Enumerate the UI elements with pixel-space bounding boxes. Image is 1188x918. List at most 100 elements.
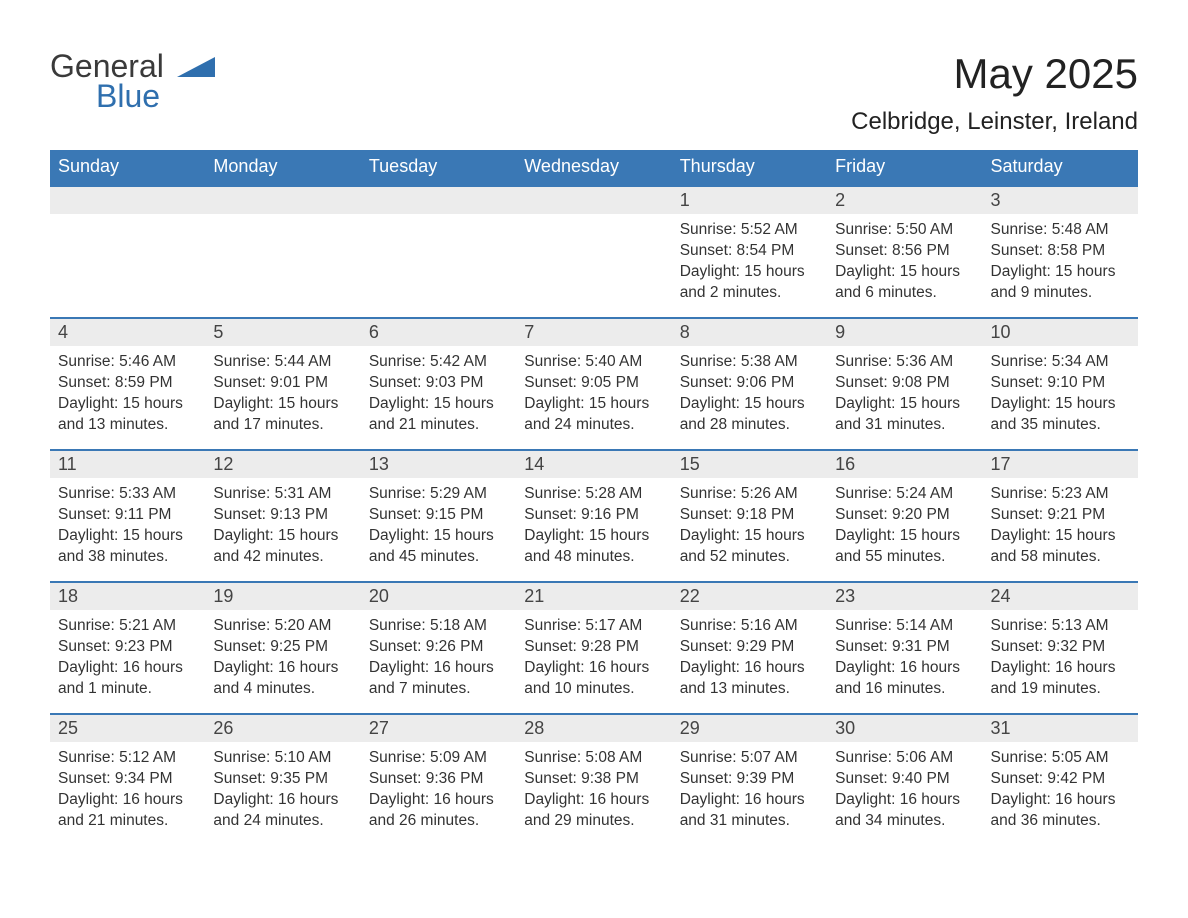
day-number: 13 [361, 451, 516, 478]
sunset-text: Sunset: 9:38 PM [524, 769, 663, 790]
sunrise-text: Sunrise: 5:21 AM [58, 616, 197, 637]
sunrise-text: Sunrise: 5:18 AM [369, 616, 508, 637]
weekday-header: Thursday [672, 150, 827, 185]
calendar-cell: 18Sunrise: 5:21 AMSunset: 9:23 PMDayligh… [50, 583, 205, 713]
day-info: Sunrise: 5:09 AMSunset: 9:36 PMDaylight:… [369, 748, 508, 832]
day-info: Sunrise: 5:13 AMSunset: 9:32 PMDaylight:… [991, 616, 1130, 700]
sunset-text: Sunset: 9:06 PM [680, 373, 819, 394]
sunset-text: Sunset: 9:16 PM [524, 505, 663, 526]
sunrise-text: Sunrise: 5:40 AM [524, 352, 663, 373]
calendar-cell: 21 Sunrise: 5:17 AMSunset: 9:28 PMDayligh… [516, 583, 671, 713]
calendar-cell: 27 Sunrise: 5:09 AMSunset: 9:36 PMDayligh… [361, 715, 516, 845]
calendar-cell: 4 Sunrise: 5:46 AMSunset: 8:59 PMDaylight… [50, 319, 205, 449]
sunset-text: Sunset: 9:39 PM [680, 769, 819, 790]
day-number: 31 [983, 715, 1138, 742]
sunrise-text: Sunrise: 5:36 AM [835, 352, 974, 373]
day-info: Sunrise: 5:29 AMSunset: 9:15 PMDaylight:… [369, 484, 508, 568]
week-row: 1Sunrise: 5:52 AMSunset: 8:54 PMDaylight… [50, 185, 1138, 317]
day-number: 22 [672, 583, 827, 610]
day-number: 4 [50, 319, 205, 346]
calendar-cell: 10Sunrise: 5:34 AMSunset: 9:10 PMDayligh… [983, 319, 1138, 449]
calendar-cell: 5Sunrise: 5:44 AMSunset: 9:01 PMDaylight… [205, 319, 360, 449]
calendar-cell: 31Sunrise: 5:05 AMSunset: 9:42 PMDayligh… [983, 715, 1138, 845]
day-info: Sunrise: 5:40 AMSunset: 9:05 PMDaylight:… [524, 352, 663, 436]
day-info: Sunrise: 5:23 AMSunset: 9:21 PMDaylight:… [991, 484, 1130, 568]
day-number: 6 [361, 319, 516, 346]
sunrise-text: Sunrise: 5:28 AM [524, 484, 663, 505]
calendar-cell: 9Sunrise: 5:36 AMSunset: 9:08 PMDaylight… [827, 319, 982, 449]
calendar-cell: 28 Sunrise: 5:08 AMSunset: 9:38 PMDayligh… [516, 715, 671, 845]
day-number: 15 [672, 451, 827, 478]
day-info: Sunrise: 5:16 AMSunset: 9:29 PMDaylight:… [680, 616, 819, 700]
calendar-cell: 15Sunrise: 5:26 AMSunset: 9:18 PMDayligh… [672, 451, 827, 581]
day-number: 21 [516, 583, 671, 610]
day-number: 19 [205, 583, 360, 610]
sunrise-text: Sunrise: 5:50 AM [835, 220, 974, 241]
sunrise-text: Sunrise: 5:17 AM [524, 616, 663, 637]
week-row: 25Sunrise: 5:12 AMSunset: 9:34 PMDayligh… [50, 713, 1138, 845]
calendar-cell: 25Sunrise: 5:12 AMSunset: 9:34 PMDayligh… [50, 715, 205, 845]
calendar-cell: 23Sunrise: 5:14 AMSunset: 9:31 PMDayligh… [827, 583, 982, 713]
day-number: 7 [516, 319, 671, 346]
day-number: 29 [672, 715, 827, 742]
weekday-header: Tuesday [361, 150, 516, 185]
day-info: Sunrise: 5:24 AMSunset: 9:20 PMDaylight:… [835, 484, 974, 568]
day-number: 23 [827, 583, 982, 610]
daylight-text: Daylight: 16 hours and 7 minutes. [369, 658, 508, 700]
calendar-cell: 22 Sunrise: 5:16 AMSunset: 9:29 PMDayligh… [672, 583, 827, 713]
day-info: Sunrise: 5:10 AMSunset: 9:35 PMDaylight:… [213, 748, 352, 832]
calendar-cell: 11Sunrise: 5:33 AMSunset: 9:11 PMDayligh… [50, 451, 205, 581]
sunset-text: Sunset: 9:36 PM [369, 769, 508, 790]
daylight-text: Daylight: 15 hours and 6 minutes. [835, 262, 974, 304]
sunrise-text: Sunrise: 5:13 AM [991, 616, 1130, 637]
day-info: Sunrise: 5:08 AMSunset: 9:38 PMDaylight:… [524, 748, 663, 832]
calendar-cell: 13 Sunrise: 5:29 AMSunset: 9:15 PMDayligh… [361, 451, 516, 581]
day-info: Sunrise: 5:38 AMSunset: 9:06 PMDaylight:… [680, 352, 819, 436]
weekday-header: Friday [827, 150, 982, 185]
sunset-text: Sunset: 9:35 PM [213, 769, 352, 790]
weekday-header: Wednesday [516, 150, 671, 185]
sunrise-text: Sunrise: 5:48 AM [991, 220, 1130, 241]
sunrise-text: Sunrise: 5:06 AM [835, 748, 974, 769]
month-title: May 2025 [851, 50, 1138, 98]
day-number: 1 [672, 187, 827, 214]
logo-triangle-icon [177, 48, 215, 84]
daylight-text: Daylight: 15 hours and 45 minutes. [369, 526, 508, 568]
day-info: Sunrise: 5:44 AMSunset: 9:01 PMDaylight:… [213, 352, 352, 436]
sunset-text: Sunset: 9:42 PM [991, 769, 1130, 790]
daylight-text: Daylight: 15 hours and 48 minutes. [524, 526, 663, 568]
daylight-text: Daylight: 16 hours and 26 minutes. [369, 790, 508, 832]
daylight-text: Daylight: 16 hours and 19 minutes. [991, 658, 1130, 700]
day-number: 28 [516, 715, 671, 742]
sunset-text: Sunset: 9:13 PM [213, 505, 352, 526]
day-number: 26 [205, 715, 360, 742]
daylight-text: Daylight: 16 hours and 10 minutes. [524, 658, 663, 700]
calendar-cell: 30Sunrise: 5:06 AMSunset: 9:40 PMDayligh… [827, 715, 982, 845]
sunrise-text: Sunrise: 5:16 AM [680, 616, 819, 637]
calendar-cell: 19Sunrise: 5:20 AMSunset: 9:25 PMDayligh… [205, 583, 360, 713]
calendar-cell: 26 Sunrise: 5:10 AMSunset: 9:35 PMDayligh… [205, 715, 360, 845]
day-number: 27 [361, 715, 516, 742]
location-label: Celbridge, Leinster, Ireland [851, 108, 1138, 136]
day-number: 20 [361, 583, 516, 610]
sunrise-text: Sunrise: 5:09 AM [369, 748, 508, 769]
sunset-text: Sunset: 8:59 PM [58, 373, 197, 394]
day-info: Sunrise: 5:28 AMSunset: 9:16 PMDaylight:… [524, 484, 663, 568]
daylight-text: Daylight: 16 hours and 34 minutes. [835, 790, 974, 832]
daylight-text: Daylight: 15 hours and 17 minutes. [213, 394, 352, 436]
day-info: Sunrise: 5:21 AMSunset: 9:23 PMDaylight:… [58, 616, 197, 700]
calendar-cell: 12Sunrise: 5:31 AMSunset: 9:13 PMDayligh… [205, 451, 360, 581]
calendar-cell: 14Sunrise: 5:28 AMSunset: 9:16 PMDayligh… [516, 451, 671, 581]
day-info: Sunrise: 5:46 AMSunset: 8:59 PMDaylight:… [58, 352, 197, 436]
sunset-text: Sunset: 9:21 PM [991, 505, 1130, 526]
sunset-text: Sunset: 9:28 PM [524, 637, 663, 658]
calendar-cell [516, 187, 671, 317]
daylight-text: Daylight: 15 hours and 58 minutes. [991, 526, 1130, 568]
sunrise-text: Sunrise: 5:23 AM [991, 484, 1130, 505]
day-info: Sunrise: 5:48 AMSunset: 8:58 PMDaylight:… [991, 220, 1130, 304]
sunset-text: Sunset: 9:03 PM [369, 373, 508, 394]
sunset-text: Sunset: 9:01 PM [213, 373, 352, 394]
logo-part2: Blue [96, 80, 215, 114]
day-info: Sunrise: 5:34 AMSunset: 9:10 PMDaylight:… [991, 352, 1130, 436]
calendar-cell: 16Sunrise: 5:24 AMSunset: 9:20 PMDayligh… [827, 451, 982, 581]
